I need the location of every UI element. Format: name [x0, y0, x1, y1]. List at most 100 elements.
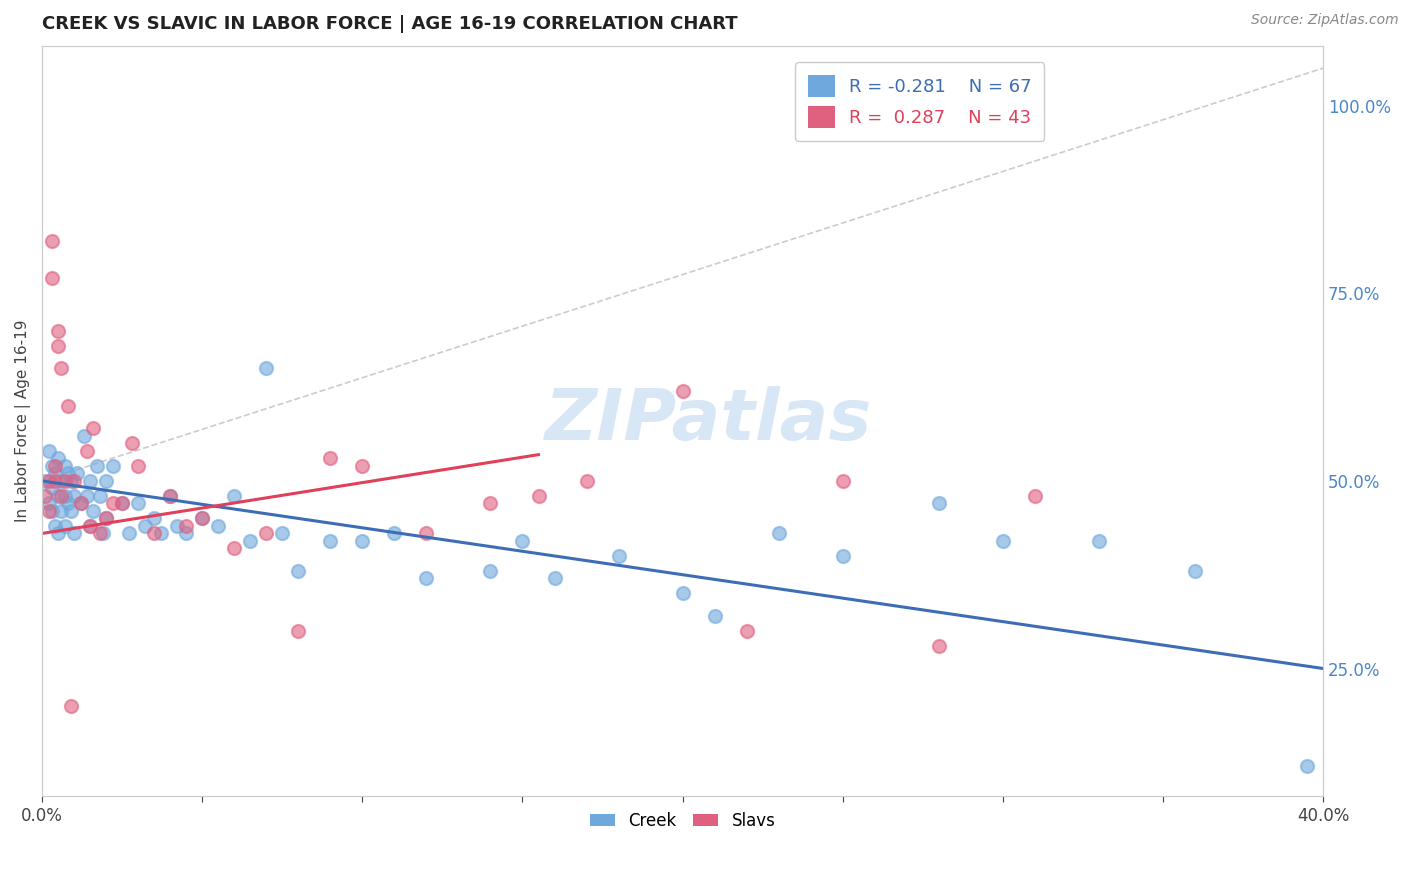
Point — [287, 564, 309, 578]
Point — [143, 526, 166, 541]
Point — [76, 489, 98, 503]
Point — [89, 526, 111, 541]
Text: Source: ZipAtlas.com: Source: ZipAtlas.com — [1251, 13, 1399, 28]
Point — [34, 474, 56, 488]
Point — [271, 526, 294, 541]
Point — [319, 451, 342, 466]
Point — [174, 526, 197, 541]
Point — [352, 458, 374, 473]
Point — [117, 526, 139, 541]
Point — [224, 489, 246, 503]
Point — [831, 474, 853, 488]
Point — [41, 504, 63, 518]
Point — [46, 339, 69, 353]
Point — [96, 511, 118, 525]
Point — [44, 474, 66, 488]
Point — [159, 489, 181, 503]
Point — [101, 496, 124, 510]
Point — [51, 504, 73, 518]
Point — [69, 496, 91, 510]
Point — [479, 564, 502, 578]
Point — [174, 519, 197, 533]
Point — [46, 526, 69, 541]
Point — [991, 533, 1014, 548]
Point — [89, 489, 111, 503]
Point — [44, 458, 66, 473]
Point — [672, 384, 695, 398]
Point — [479, 496, 502, 510]
Point — [51, 474, 73, 488]
Point — [41, 271, 63, 285]
Point — [319, 533, 342, 548]
Point — [46, 451, 69, 466]
Point — [41, 234, 63, 248]
Point — [1296, 759, 1319, 773]
Point — [1024, 489, 1046, 503]
Point — [73, 429, 96, 443]
Point — [607, 549, 630, 563]
Point — [191, 511, 214, 525]
Point — [59, 504, 82, 518]
Point — [59, 474, 82, 488]
Point — [928, 639, 950, 653]
Point — [44, 519, 66, 533]
Point — [239, 533, 262, 548]
Point — [127, 496, 149, 510]
Point — [53, 519, 76, 533]
Point — [56, 467, 79, 481]
Point — [254, 526, 277, 541]
Point — [575, 474, 598, 488]
Point — [76, 443, 98, 458]
Point — [831, 549, 853, 563]
Point — [56, 496, 79, 510]
Point — [928, 496, 950, 510]
Point — [53, 458, 76, 473]
Point — [384, 526, 406, 541]
Point — [38, 496, 60, 510]
Y-axis label: In Labor Force | Age 16-19: In Labor Force | Age 16-19 — [15, 319, 31, 522]
Point — [191, 511, 214, 525]
Point — [38, 504, 60, 518]
Point — [38, 443, 60, 458]
Point — [96, 511, 118, 525]
Point — [82, 421, 104, 435]
Point — [768, 526, 790, 541]
Point — [79, 519, 101, 533]
Point — [41, 482, 63, 496]
Legend: Creek, Slavs: Creek, Slavs — [583, 805, 782, 837]
Point — [69, 496, 91, 510]
Point — [41, 458, 63, 473]
Point — [63, 489, 86, 503]
Point — [543, 572, 565, 586]
Point — [91, 526, 114, 541]
Point — [134, 519, 156, 533]
Point — [79, 519, 101, 533]
Point — [79, 474, 101, 488]
Point — [735, 624, 758, 638]
Point — [44, 467, 66, 481]
Point — [101, 458, 124, 473]
Point — [149, 526, 172, 541]
Point — [82, 504, 104, 518]
Point — [86, 458, 108, 473]
Point — [111, 496, 134, 510]
Point — [1088, 533, 1111, 548]
Point — [512, 533, 534, 548]
Text: CREEK VS SLAVIC IN LABOR FORCE | AGE 16-19 CORRELATION CHART: CREEK VS SLAVIC IN LABOR FORCE | AGE 16-… — [42, 15, 738, 33]
Point — [415, 572, 437, 586]
Point — [415, 526, 437, 541]
Point — [127, 458, 149, 473]
Point — [143, 511, 166, 525]
Point — [38, 474, 60, 488]
Point — [527, 489, 550, 503]
Point — [34, 489, 56, 503]
Point — [1184, 564, 1206, 578]
Point — [166, 519, 188, 533]
Point — [96, 474, 118, 488]
Point — [46, 324, 69, 338]
Point — [63, 526, 86, 541]
Point — [352, 533, 374, 548]
Text: ZIPatlas: ZIPatlas — [544, 386, 872, 456]
Point — [51, 361, 73, 376]
Point — [53, 489, 76, 503]
